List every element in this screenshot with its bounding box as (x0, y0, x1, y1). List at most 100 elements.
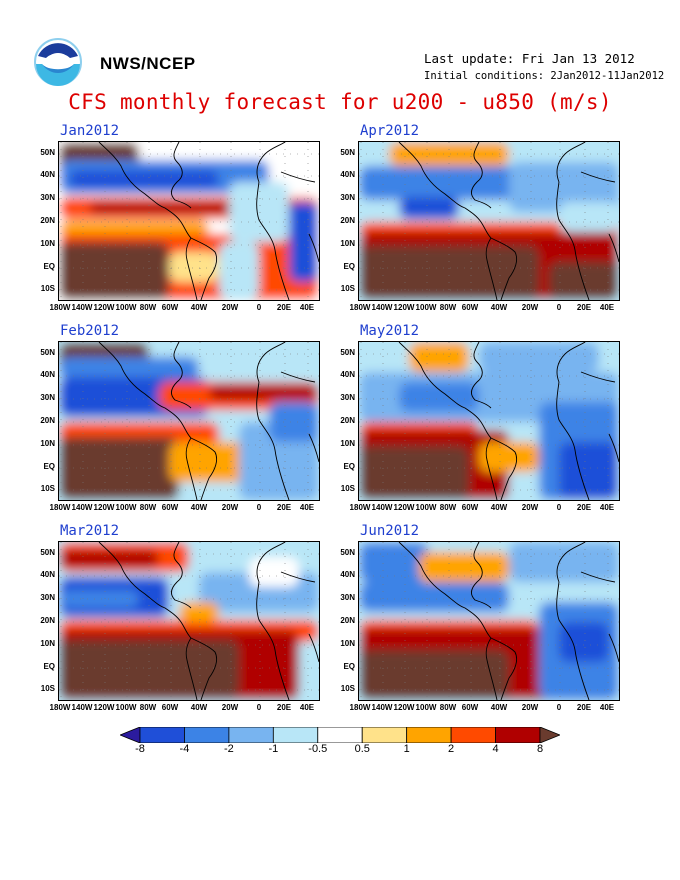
lon-tick-label: 120W (393, 303, 415, 312)
lon-tick-label: 40W (490, 503, 508, 512)
contour-band (509, 162, 619, 212)
coastline (580, 571, 616, 583)
lon-tick-label: 140W (71, 703, 93, 712)
contour-band (359, 166, 539, 200)
lon-tick-label: 40E (299, 503, 315, 512)
lon-tick-label: 0 (556, 503, 562, 512)
lon-tick-label: 180W (49, 503, 71, 512)
contour-band (69, 170, 219, 188)
panel-title-mar: Mar2012 (60, 523, 120, 539)
lon-tick-label: 40W (190, 303, 208, 312)
lon-tick-label: 60W (461, 503, 479, 512)
coastline (190, 437, 218, 500)
lat-tick-label: 10S (40, 284, 55, 293)
coastline (256, 381, 290, 500)
coastline (556, 142, 586, 183)
coastline (256, 342, 286, 383)
coastline (490, 237, 518, 300)
lat-tick-label: 10N (340, 439, 355, 448)
coastline (398, 342, 492, 439)
coastline (308, 233, 319, 263)
contour-band (59, 437, 179, 500)
contour-band (399, 197, 459, 219)
lat-tick-label: 20N (340, 416, 355, 425)
panel-title-feb: Feb2012 (60, 323, 120, 339)
colorbar-swatch (317, 727, 363, 743)
coastline (490, 437, 518, 500)
coastline (280, 371, 316, 383)
initial-conditions-text: Initial conditions: 2Jan2012-11Jan2012 (424, 70, 665, 82)
lon-tick-label: 40E (299, 303, 315, 312)
coastline (556, 542, 586, 583)
contour-band (389, 142, 509, 166)
lon-tick-label: 120W (393, 503, 415, 512)
lon-tick-label: 120W (393, 703, 415, 712)
coastline (485, 437, 498, 500)
lon-tick-label: 60W (461, 303, 479, 312)
coastline (256, 142, 286, 183)
map-field (359, 142, 619, 300)
colorbar-label: 2 (448, 743, 455, 755)
contour-band (479, 342, 599, 372)
coastline (190, 237, 218, 300)
lon-tick-label: 100W (415, 703, 437, 712)
lat-tick-label: 20N (40, 216, 55, 225)
lat-tick-label: 10N (40, 439, 55, 448)
lon-tick-label: 120W (93, 303, 115, 312)
lat-tick-label: 40N (340, 570, 355, 579)
contour-band (269, 402, 319, 442)
lon-tick-label: 0 (556, 703, 562, 712)
lat-tick-label: 30N (340, 593, 355, 602)
colorbar-swatch (228, 727, 274, 743)
contour-band (59, 242, 169, 300)
lat-tick-label: 40N (340, 170, 355, 179)
lon-tick-label: 40W (490, 703, 508, 712)
lon-tick-label: 100W (115, 703, 137, 712)
lon-tick-label: 140W (371, 503, 393, 512)
contour-band (169, 252, 219, 282)
panel-title-jan: Jan2012 (60, 123, 120, 139)
lon-tick-label: 180W (49, 703, 71, 712)
lon-tick-label: 20E (276, 703, 292, 712)
lon-tick-label: 140W (71, 503, 93, 512)
coastline (98, 142, 192, 239)
lon-tick-label: 60W (461, 703, 479, 712)
contour-band (219, 242, 259, 300)
lat-tick-label: 40N (340, 370, 355, 379)
lon-tick-label: 40E (599, 703, 615, 712)
coastline (608, 433, 619, 463)
contour-band (359, 582, 509, 612)
lon-tick-label: 100W (115, 303, 137, 312)
lat-tick-label: 30N (40, 193, 55, 202)
lon-tick-label: 40E (599, 503, 615, 512)
lon-tick-label: 80W (139, 303, 157, 312)
lat-tick-label: 20N (340, 216, 355, 225)
lon-tick-label: 0 (256, 503, 262, 512)
lon-tick-label: 20W (221, 503, 239, 512)
lon-tick-label: 20E (576, 503, 592, 512)
contour-band (509, 542, 619, 582)
coastline (556, 381, 590, 500)
coastline (398, 142, 492, 239)
lon-tick-label: 100W (415, 303, 437, 312)
lat-tick-label: 40N (40, 570, 55, 579)
coastline (485, 237, 498, 300)
lat-tick-label: 20N (40, 616, 55, 625)
lon-tick-label: 80W (139, 503, 157, 512)
lat-tick-label: EQ (343, 662, 355, 671)
lon-tick-label: 20W (221, 303, 239, 312)
lat-tick-label: 50N (40, 148, 55, 157)
lon-tick-label: 140W (371, 703, 393, 712)
lat-tick-label: 50N (40, 348, 55, 357)
colorbar-swatch (495, 727, 541, 743)
lon-tick-label: 80W (439, 503, 457, 512)
lon-tick-label: 180W (349, 503, 371, 512)
coastline (308, 433, 319, 463)
map-field (59, 342, 319, 500)
lon-tick-label: 100W (415, 503, 437, 512)
map-field (359, 342, 619, 500)
lon-tick-label: 80W (439, 303, 457, 312)
lat-tick-label: 10N (40, 239, 55, 248)
lon-tick-label: 40W (490, 303, 508, 312)
lon-tick-label: 80W (439, 703, 457, 712)
